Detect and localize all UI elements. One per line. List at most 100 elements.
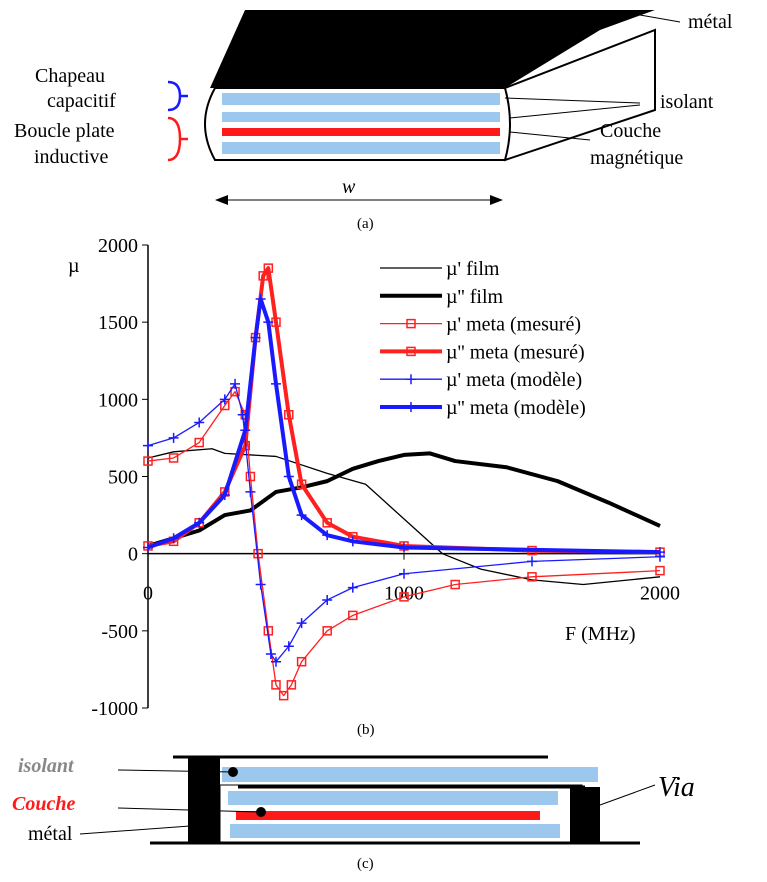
y-axis-label: µ xyxy=(68,255,80,277)
layer-blue xyxy=(228,791,558,805)
marker xyxy=(284,410,294,420)
marker xyxy=(283,471,294,482)
leader xyxy=(599,784,656,806)
chart: µ F (MHz) (b) -1000-50005001000150020000… xyxy=(68,235,680,738)
marker xyxy=(347,582,358,593)
layer-blue xyxy=(222,142,500,154)
brace xyxy=(167,80,188,112)
arrow-head xyxy=(215,195,228,205)
legend-label: µ' meta (modèle) xyxy=(446,369,582,391)
marker xyxy=(406,346,416,357)
marker xyxy=(406,318,416,329)
marker xyxy=(255,579,266,590)
marker xyxy=(348,610,358,621)
marker xyxy=(271,656,281,667)
marker xyxy=(194,517,205,528)
marker xyxy=(655,565,665,576)
marker xyxy=(655,547,665,558)
leader xyxy=(639,14,681,23)
metal-block xyxy=(188,757,220,843)
y-tick-label: 1000 xyxy=(98,389,138,411)
series-line xyxy=(147,390,661,697)
marker xyxy=(296,510,307,521)
legend: µ' film µ'' film µ' meta (mesuré) µ'' meta … xyxy=(380,258,586,419)
marker xyxy=(255,294,266,305)
marker xyxy=(143,440,153,451)
marker xyxy=(406,374,416,385)
label: w xyxy=(342,176,356,198)
label: Couche xyxy=(12,793,75,815)
caption: (c) xyxy=(357,856,374,872)
series-line xyxy=(147,383,661,663)
marker xyxy=(194,417,205,428)
top-face xyxy=(210,10,655,88)
marker xyxy=(258,271,268,281)
leader xyxy=(117,807,262,813)
marker xyxy=(245,471,256,482)
marker xyxy=(399,592,409,602)
layer-blue xyxy=(222,112,500,122)
marker xyxy=(283,641,294,652)
series-line xyxy=(147,451,661,548)
caption: (b) xyxy=(357,722,375,738)
marker xyxy=(265,648,276,659)
marker xyxy=(245,486,256,497)
marker xyxy=(296,479,307,489)
marker xyxy=(219,490,230,501)
y-tick-label: 1500 xyxy=(98,312,138,334)
label: Via xyxy=(658,772,695,803)
marker xyxy=(143,456,153,466)
marker xyxy=(347,536,358,547)
marker xyxy=(406,402,416,412)
x-tick-label: 2000 xyxy=(640,583,680,605)
marker xyxy=(527,556,537,567)
layer-blue xyxy=(222,767,598,782)
marker xyxy=(143,542,153,553)
marker xyxy=(399,568,409,579)
leader xyxy=(509,104,641,119)
label: isolant xyxy=(18,755,75,777)
marker xyxy=(240,425,251,436)
y-tick-label: -500 xyxy=(101,621,138,643)
y-tick-label: 500 xyxy=(108,467,138,489)
legend-label: µ' meta (mesuré) xyxy=(446,314,581,336)
caption: (a) xyxy=(357,216,374,232)
marker xyxy=(168,533,179,544)
marker xyxy=(168,453,179,463)
label: métal xyxy=(28,823,73,845)
marker xyxy=(278,690,289,701)
via-block xyxy=(570,787,600,843)
layer-blue xyxy=(222,93,500,105)
marker xyxy=(250,332,261,343)
label: métal xyxy=(688,11,733,33)
marker xyxy=(219,394,230,405)
x-tick-label: 1000 xyxy=(384,583,424,605)
marker xyxy=(450,579,460,590)
label: isolant xyxy=(660,91,714,113)
label: Boucle plate xyxy=(14,120,115,142)
marker xyxy=(263,263,274,273)
layer-red xyxy=(236,811,540,820)
marker xyxy=(271,378,281,389)
x-tick-label: 0 xyxy=(143,583,153,605)
legend-label: µ'' meta (modèle) xyxy=(446,397,586,419)
marker xyxy=(527,572,537,582)
label: Couche xyxy=(600,120,661,142)
marker xyxy=(271,680,281,690)
arrow-head xyxy=(490,195,503,205)
marker xyxy=(296,656,307,667)
leader xyxy=(79,825,191,835)
label: Chapeau xyxy=(35,65,105,87)
leader xyxy=(504,97,641,104)
legend-label: µ' film xyxy=(446,258,500,280)
leader xyxy=(117,769,234,773)
y-tick-label: 2000 xyxy=(98,235,138,257)
marker xyxy=(399,542,409,553)
leader xyxy=(509,131,591,141)
y-tick-label: -1000 xyxy=(91,698,138,720)
marker xyxy=(230,378,241,389)
marker xyxy=(322,626,332,636)
marker xyxy=(168,432,179,443)
marker xyxy=(263,317,274,328)
